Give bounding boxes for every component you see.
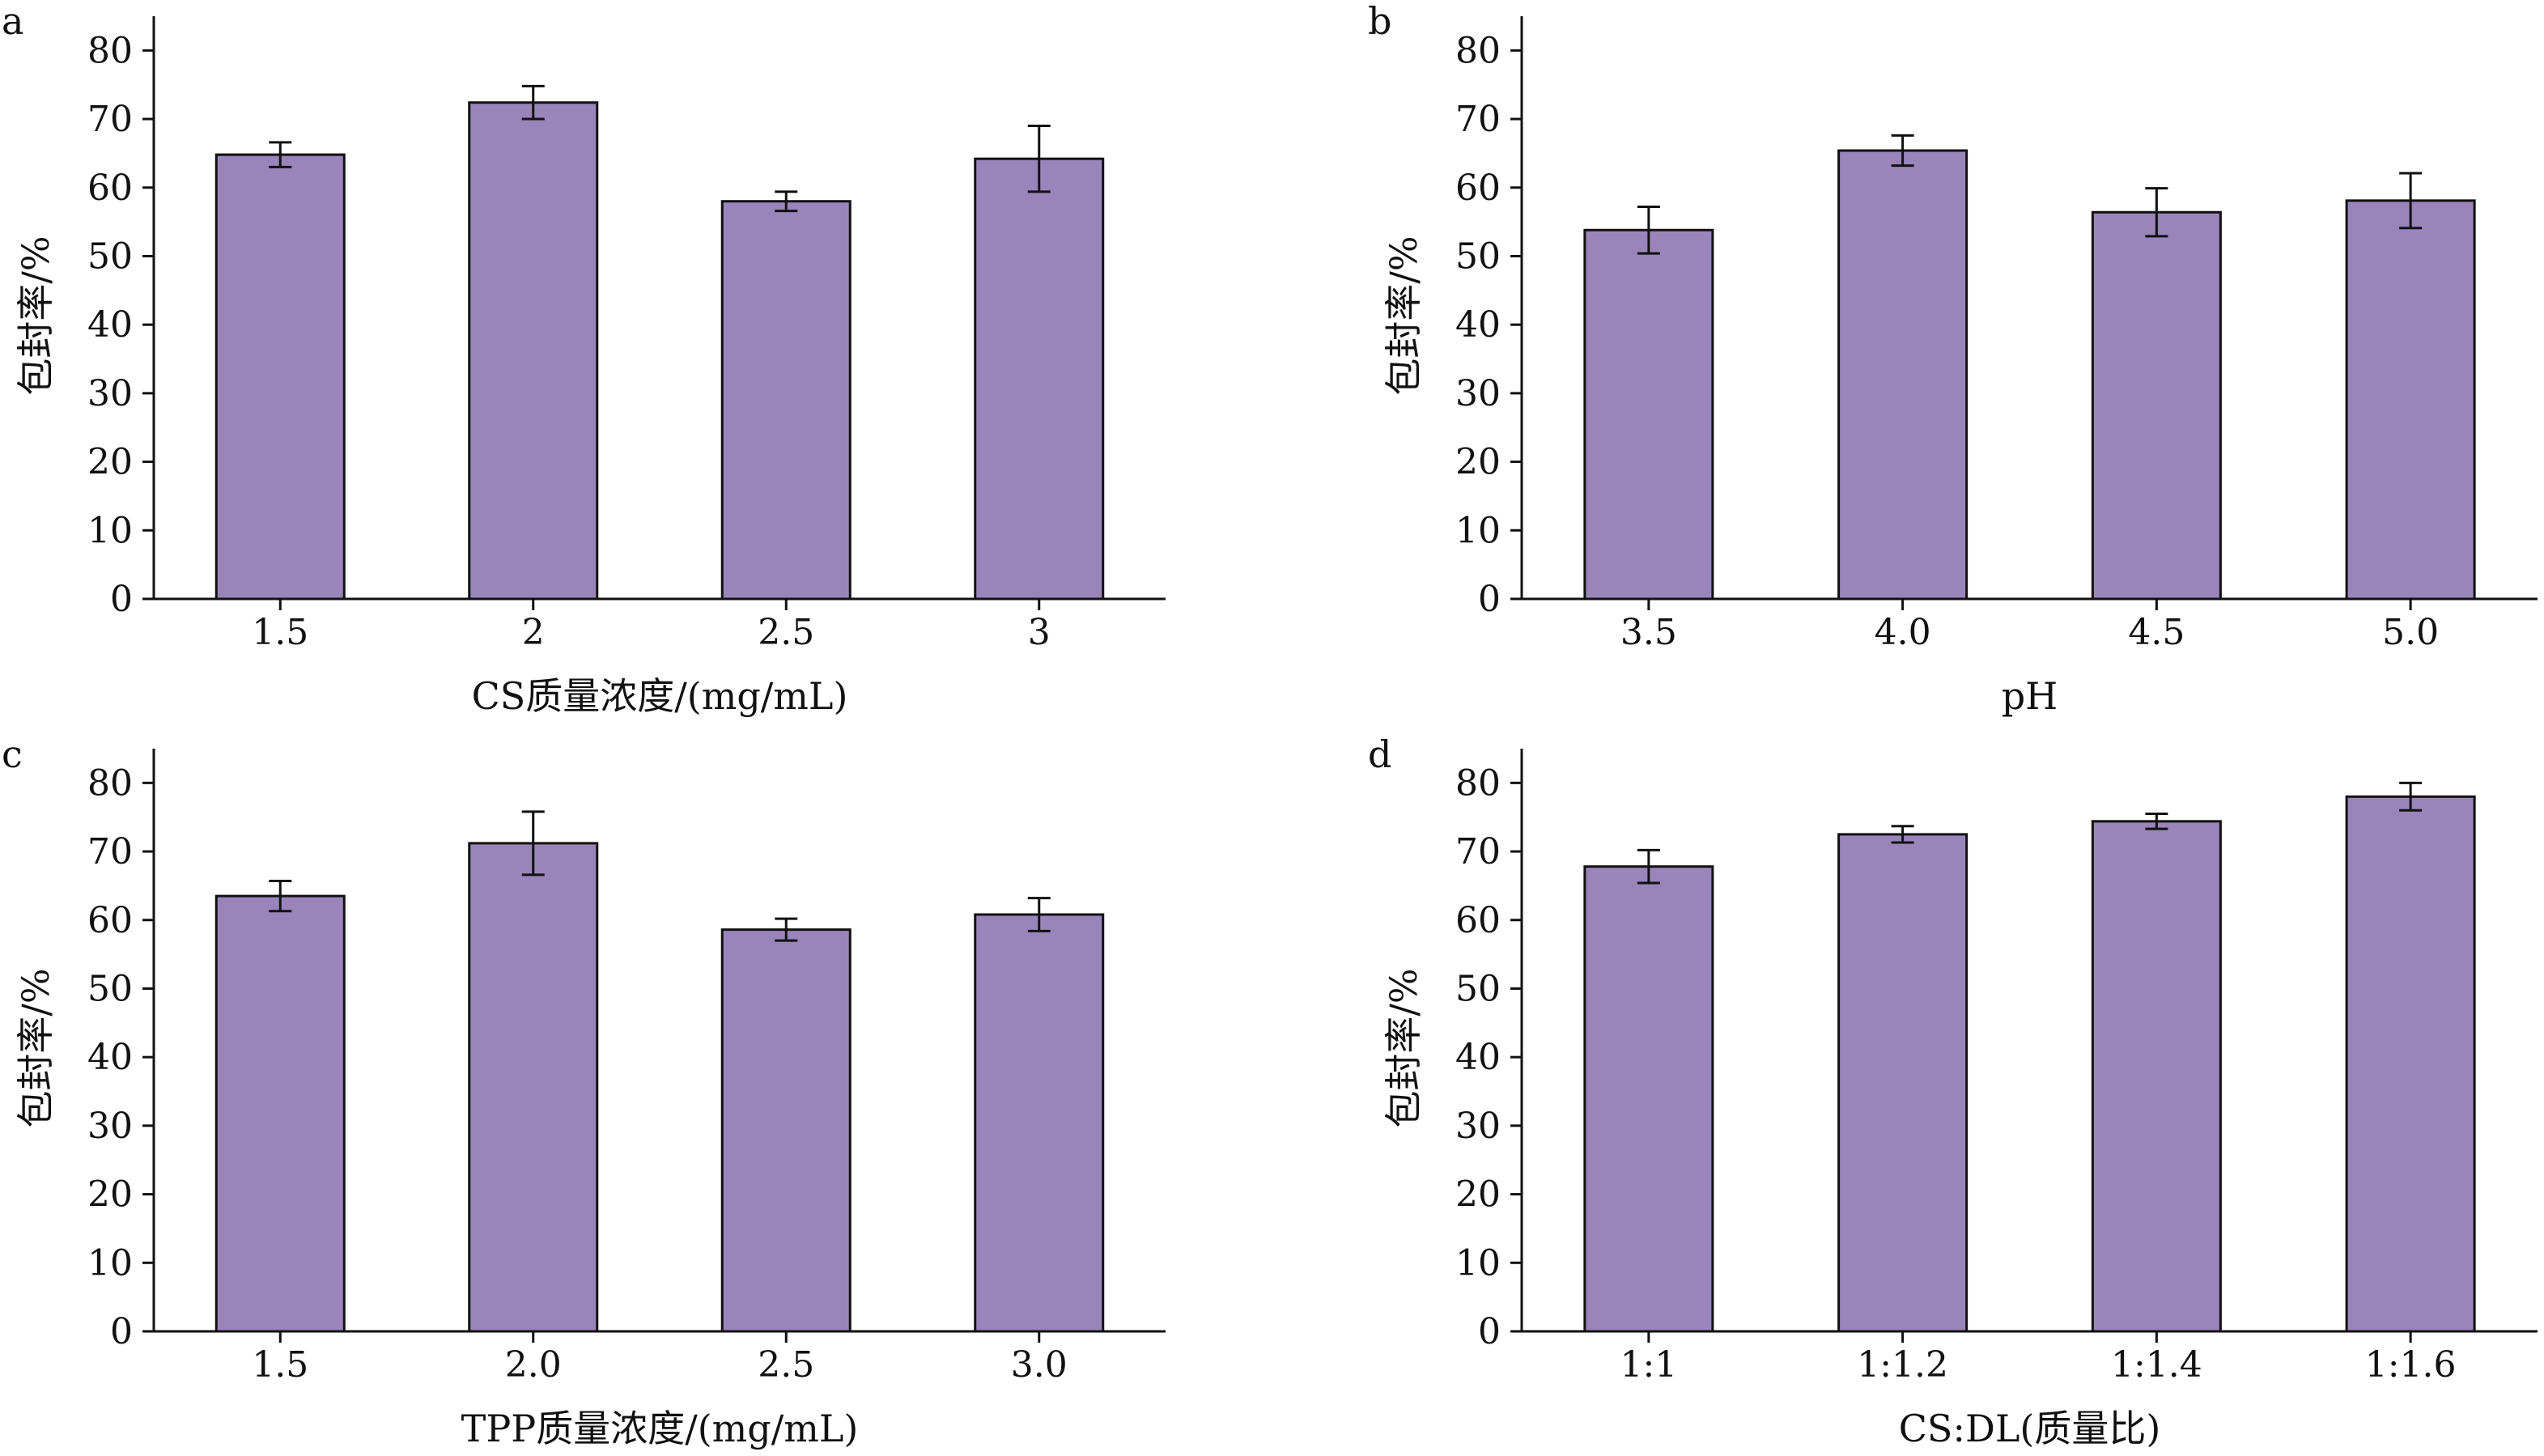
y-tick-label: 70 — [87, 99, 133, 140]
bar-4.5 — [2091, 210, 2222, 601]
x-tick-label: 1:1.4 — [2111, 1344, 2202, 1386]
bar-1:1.4 — [2091, 820, 2222, 1333]
bar-4.0 — [1837, 149, 1969, 601]
x-tick-label: 1:1.2 — [1857, 1344, 1948, 1386]
y-tick-label: 10 — [1455, 1242, 1501, 1284]
y-axis-label: 包封率/% — [14, 968, 57, 1127]
x-axis-label: TPP质量浓度/(mg/mL) — [461, 1407, 859, 1450]
y-tick-label: 30 — [87, 1106, 133, 1147]
y-tick-label: 60 — [1455, 900, 1501, 941]
x-axis-label: CS质量浓度/(mg/mL) — [472, 674, 848, 718]
bar-1:1.2 — [1837, 833, 1969, 1333]
panel-label: a — [2, 0, 23, 43]
y-tick-label: 10 — [87, 510, 133, 551]
y-tick-label: 10 — [1455, 510, 1501, 551]
chart-panel-d: d 0 10 20 30 40 50 60 70 80 1:1 1:1.2 1:1.4 1:1.6 CS:D… — [1368, 732, 2538, 1450]
bar-2.5 — [720, 928, 852, 1333]
x-tick-label: 1.5 — [252, 612, 308, 653]
bar-2 — [468, 101, 599, 601]
x-tick-label: 4.0 — [1875, 612, 1931, 653]
y-tick-label: 50 — [87, 968, 133, 1009]
x-axis-label: pH — [2002, 674, 2058, 718]
x-axis-label: CS:DL(质量比) — [1899, 1407, 2161, 1450]
x-tick-label: 4.5 — [2128, 612, 2185, 653]
bar-3.0 — [974, 913, 1105, 1333]
bar-5.0 — [2345, 199, 2476, 601]
x-tick-label: 3.5 — [1620, 612, 1677, 653]
y-tick-label: 80 — [87, 30, 133, 71]
x-tick-label: 5.0 — [2382, 612, 2439, 653]
x-tick-label: 2.0 — [505, 1344, 562, 1386]
x-tick-label: 1.5 — [252, 1344, 308, 1386]
y-tick-label: 80 — [1455, 762, 1501, 804]
chart-panel-a: a 0 10 20 30 40 50 60 70 80 1.5 2 2.5 3 CS质量浓度/(mg/mL)… — [2, 0, 1166, 718]
y-tick-label: 60 — [87, 168, 133, 209]
y-tick-label: 20 — [1455, 442, 1501, 483]
y-tick-label: 0 — [1478, 1311, 1501, 1352]
y-tick-label: 10 — [87, 1242, 133, 1284]
y-tick-label: 70 — [1455, 99, 1501, 140]
x-tick-label: 2 — [522, 612, 545, 653]
y-tick-label: 80 — [87, 762, 133, 804]
y-tick-label: 20 — [1455, 1174, 1501, 1216]
y-tick-label: 40 — [87, 304, 133, 346]
y-tick-label: 0 — [110, 1311, 133, 1352]
y-tick-label: 40 — [1455, 304, 1501, 346]
y-tick-label: 30 — [1455, 1106, 1501, 1147]
x-tick-label: 3.0 — [1011, 1344, 1068, 1386]
y-tick-label: 50 — [1455, 968, 1501, 1009]
y-tick-label: 0 — [1478, 579, 1501, 620]
y-axis-label: 包封率/% — [14, 236, 57, 395]
y-tick-label: 40 — [87, 1037, 133, 1078]
bar-1.5 — [214, 153, 346, 601]
bar-1:1.6 — [2345, 795, 2476, 1333]
x-tick-label: 1:1 — [1620, 1344, 1677, 1386]
x-tick-label: 2.5 — [758, 1344, 814, 1386]
y-axis-label: 包封率/% — [1382, 236, 1425, 395]
y-tick-label: 70 — [87, 831, 133, 872]
y-tick-label: 60 — [87, 900, 133, 941]
y-tick-label: 0 — [110, 579, 133, 620]
y-tick-label: 50 — [87, 236, 133, 277]
y-tick-label: 20 — [87, 442, 133, 483]
chart-panel-b: b 0 10 20 30 40 50 60 70 80 3.5 4.0 4.5 5.0 pH 包封率/% — [1368, 0, 2538, 718]
bar-3 — [974, 157, 1105, 601]
panel-label: d — [1368, 732, 1391, 776]
bar-2.5 — [720, 200, 852, 601]
y-tick-label: 60 — [1455, 168, 1501, 209]
y-tick-label: 30 — [1455, 373, 1501, 414]
x-tick-label: 1:1.6 — [2365, 1344, 2457, 1386]
panel-label: b — [1368, 0, 1391, 43]
x-tick-label: 2.5 — [758, 612, 814, 653]
bar-1:1 — [1583, 865, 1714, 1333]
bar-1.5 — [214, 894, 346, 1333]
x-tick-label: 3 — [1028, 612, 1051, 653]
y-axis-label: 包封率/% — [1382, 968, 1425, 1127]
bar-2.0 — [468, 842, 599, 1333]
y-tick-label: 20 — [87, 1174, 133, 1216]
y-tick-label: 40 — [1455, 1037, 1501, 1078]
y-tick-label: 50 — [1455, 236, 1501, 277]
bar-3.5 — [1583, 228, 1714, 601]
chart-panel-c: c 0 10 20 30 40 50 60 70 80 1.5 2.0 2.5 3.0 TPP质量浓度/(m… — [2, 732, 1166, 1450]
y-tick-label: 30 — [87, 373, 133, 414]
y-tick-label: 70 — [1455, 831, 1501, 872]
y-tick-label: 80 — [1455, 30, 1501, 71]
panel-label: c — [2, 732, 23, 776]
